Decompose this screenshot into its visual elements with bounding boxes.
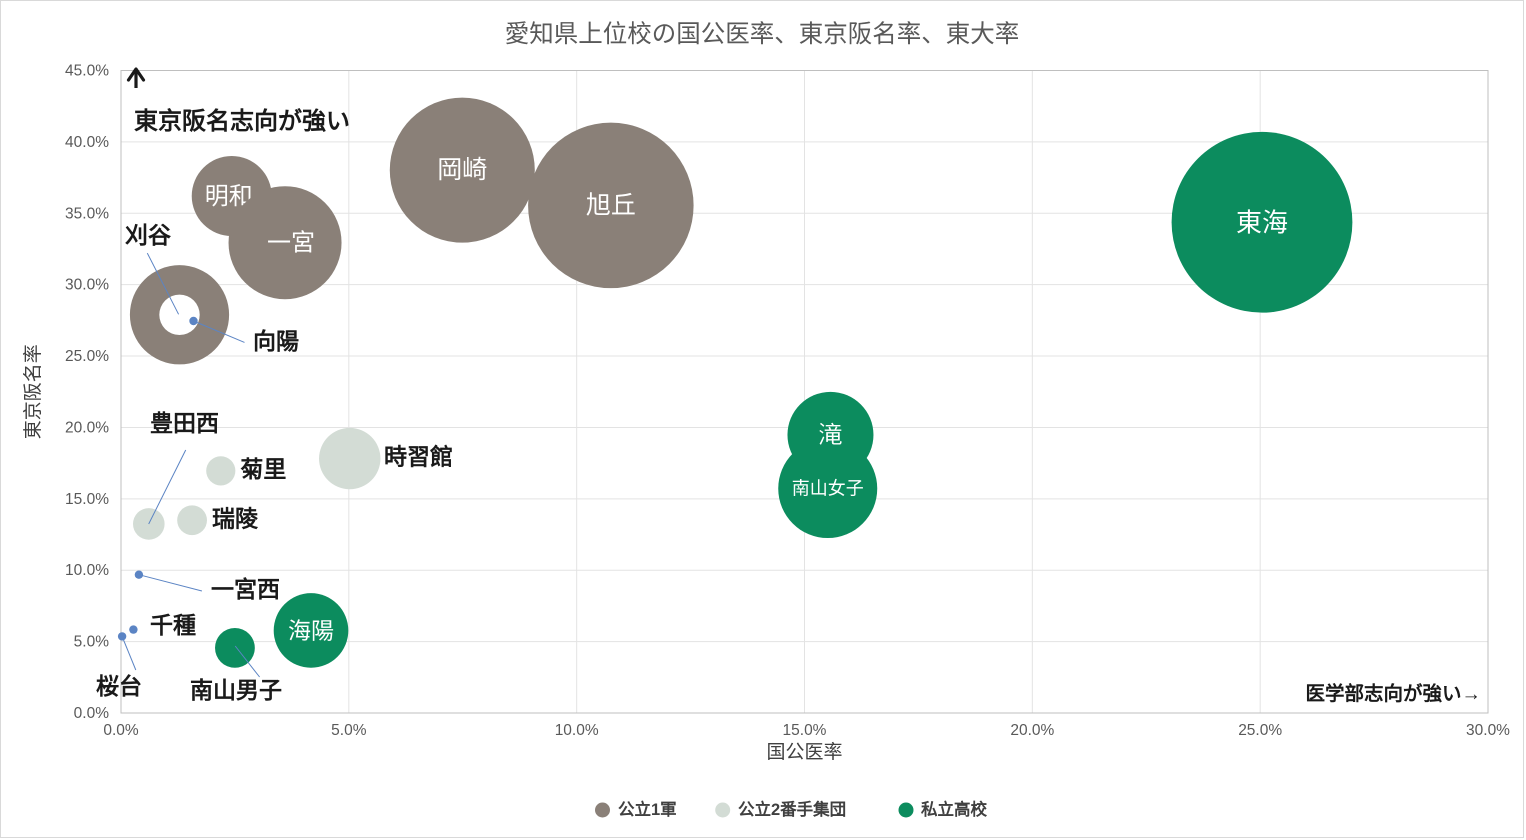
svg-text:30.0%: 30.0% xyxy=(65,277,109,294)
svg-text:25.0%: 25.0% xyxy=(1238,722,1282,739)
svg-text:15.0%: 15.0% xyxy=(783,722,827,739)
svg-text:15.0%: 15.0% xyxy=(65,491,109,508)
svg-text:刈谷: 刈谷 xyxy=(125,222,172,248)
svg-text:滝: 滝 xyxy=(818,422,842,449)
svg-text:35.0%: 35.0% xyxy=(65,205,109,222)
svg-text:海陽: 海陽 xyxy=(288,617,334,643)
svg-text:私立高校: 私立高校 xyxy=(921,799,988,819)
svg-text:0.0%: 0.0% xyxy=(74,705,110,722)
svg-text:南山男子: 南山男子 xyxy=(190,677,282,703)
svg-text:公立2番手集団: 公立2番手集団 xyxy=(738,799,846,819)
svg-text:医学部志向が強い→: 医学部志向が強い→ xyxy=(1305,682,1481,705)
svg-text:0.0%: 0.0% xyxy=(103,722,139,739)
svg-text:20.0%: 20.0% xyxy=(65,419,109,436)
svg-text:40.0%: 40.0% xyxy=(65,134,109,151)
svg-text:一宮西: 一宮西 xyxy=(211,576,280,602)
svg-text:30.0%: 30.0% xyxy=(1466,722,1510,739)
svg-text:10.0%: 10.0% xyxy=(65,562,109,579)
svg-text:10.0%: 10.0% xyxy=(555,722,599,739)
svg-text:東京阪名率: 東京阪名率 xyxy=(22,344,44,439)
svg-text:岡崎: 岡崎 xyxy=(437,156,487,184)
svg-text:一宮: 一宮 xyxy=(267,230,315,257)
svg-text:20.0%: 20.0% xyxy=(1010,722,1054,739)
svg-text:公立1軍: 公立1軍 xyxy=(618,799,677,819)
svg-text:時習館: 時習館 xyxy=(384,444,453,470)
svg-text:東京阪名志向が強い: 東京阪名志向が強い xyxy=(134,107,350,135)
svg-text:旭丘: 旭丘 xyxy=(586,191,636,219)
svg-text:東海: 東海 xyxy=(1236,207,1288,237)
svg-text:瑞陵: 瑞陵 xyxy=(212,505,259,531)
svg-text:5.0%: 5.0% xyxy=(331,722,367,739)
svg-text:豊田西: 豊田西 xyxy=(150,410,219,436)
svg-text:国公医率: 国公医率 xyxy=(766,741,842,763)
svg-text:菊里: 菊里 xyxy=(240,456,286,482)
svg-text:南山女子: 南山女子 xyxy=(792,479,864,499)
svg-text:千種: 千種 xyxy=(150,612,196,638)
svg-text:45.0%: 45.0% xyxy=(65,63,109,80)
svg-text:桜台: 桜台 xyxy=(96,673,142,699)
svg-text:5.0%: 5.0% xyxy=(74,634,110,651)
svg-text:25.0%: 25.0% xyxy=(65,348,109,365)
svg-text:向陽: 向陽 xyxy=(253,328,299,354)
